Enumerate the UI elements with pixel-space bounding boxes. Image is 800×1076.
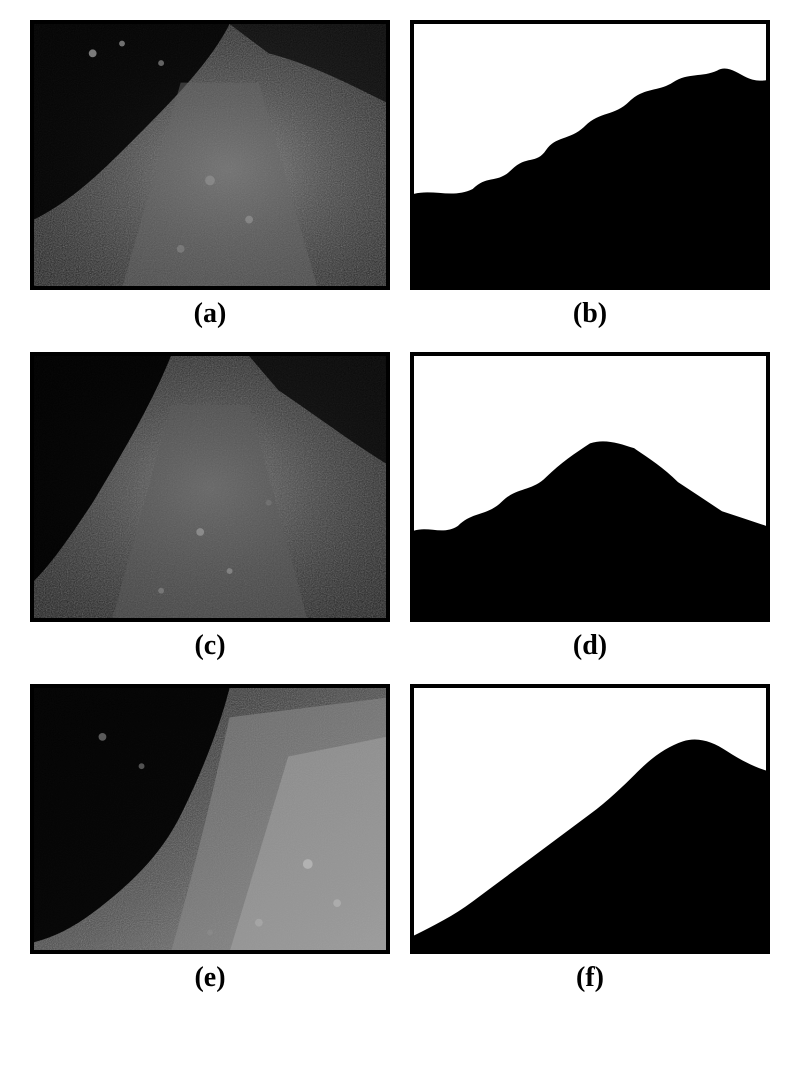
mask-f-svg (414, 688, 766, 950)
photo-c-texture (34, 356, 386, 620)
panel-d-label: (d) (573, 630, 607, 662)
panel-c: (c) (30, 352, 390, 674)
panel-a-label: (a) (194, 298, 227, 330)
mask-d (414, 356, 766, 618)
panel-f-label: (f) (576, 962, 604, 994)
photo-a (34, 24, 386, 286)
panel-e-label: (e) (194, 962, 225, 994)
panel-b-frame (410, 20, 770, 290)
photo-e-texture (34, 688, 386, 952)
panel-c-label: (c) (194, 630, 225, 662)
mask-b-svg (414, 24, 766, 286)
panel-d-frame (410, 352, 770, 622)
panel-e-frame (30, 684, 390, 954)
figure-row-1: (a) (b) (20, 20, 780, 342)
photo-e (34, 688, 386, 950)
panel-a-frame (30, 20, 390, 290)
mask-f (414, 688, 766, 950)
panel-e: (e) (30, 684, 390, 1006)
panel-d: (d) (410, 352, 770, 674)
panel-b-label: (b) (573, 298, 607, 330)
panel-f-frame (410, 684, 770, 954)
photo-c (34, 356, 386, 618)
panel-a: (a) (30, 20, 390, 342)
panel-b: (b) (410, 20, 770, 342)
figure-row-2: (c) (d) (20, 352, 780, 674)
figure-row-3: (e) (f) (20, 684, 780, 1006)
panel-c-frame (30, 352, 390, 622)
mask-b (414, 24, 766, 286)
photo-a-texture (34, 24, 386, 288)
figure-grid: (a) (b) (20, 20, 780, 1006)
panel-f: (f) (410, 684, 770, 1006)
mask-d-svg (414, 356, 766, 618)
